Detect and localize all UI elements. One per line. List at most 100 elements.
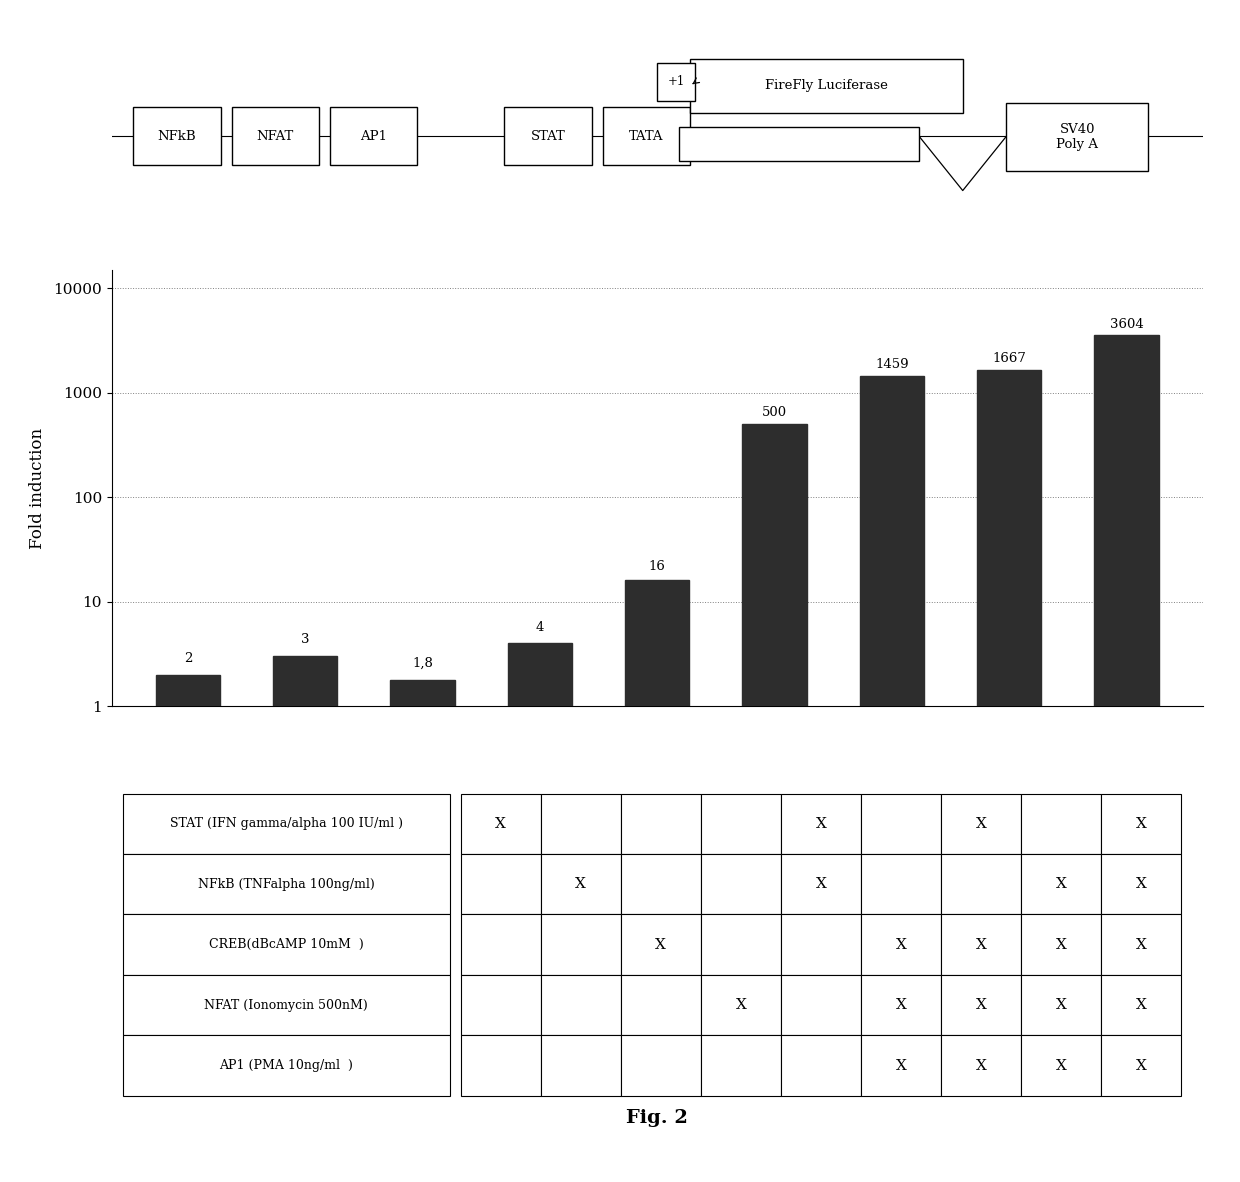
Text: 4: 4 (536, 622, 544, 635)
Bar (123, 975, 450, 1035)
Bar (625, 580, 689, 1182)
Bar (123, 853, 450, 915)
Text: X: X (1055, 999, 1066, 1012)
Bar (1007, 103, 1148, 171)
Text: X: X (1136, 1059, 1147, 1073)
Bar (861, 853, 941, 915)
Text: AP1 (PMA 10ng/ml  ): AP1 (PMA 10ng/ml ) (219, 1059, 353, 1072)
Bar (701, 793, 781, 853)
Bar (861, 915, 941, 975)
Bar (781, 975, 861, 1035)
Bar (1101, 1035, 1180, 1096)
Text: X: X (575, 877, 587, 891)
Text: X: X (1055, 1059, 1066, 1073)
Bar (941, 853, 1021, 915)
Text: 16: 16 (649, 560, 666, 573)
Text: NFAT: NFAT (257, 130, 294, 143)
Bar (541, 915, 621, 975)
Bar (1101, 853, 1180, 915)
Bar (505, 108, 591, 165)
Text: STAT (IFN gamma/alpha 100 IU/ml ): STAT (IFN gamma/alpha 100 IU/ml ) (170, 817, 403, 830)
Text: AP1: AP1 (360, 130, 387, 143)
Bar (1094, 335, 1159, 1182)
Text: Fig. 2: Fig. 2 (626, 1109, 688, 1126)
Bar (1021, 975, 1101, 1035)
Text: NFAT (Ionomycin 500nM): NFAT (Ionomycin 500nM) (205, 999, 368, 1012)
Text: X: X (495, 817, 506, 831)
Text: +1: +1 (667, 76, 684, 89)
Bar (273, 656, 337, 1182)
Text: NFkB: NFkB (157, 130, 196, 143)
Bar (1021, 915, 1101, 975)
Text: 1459: 1459 (875, 358, 909, 371)
Bar (977, 370, 1042, 1182)
Bar (689, 59, 962, 113)
Text: STAT: STAT (531, 130, 565, 143)
Bar (781, 1035, 861, 1096)
Text: 2: 2 (184, 651, 192, 664)
Text: CREB(dBcAMP 10mM  ): CREB(dBcAMP 10mM ) (208, 939, 363, 952)
Text: X: X (895, 999, 906, 1012)
Bar (941, 1035, 1021, 1096)
Text: TATA: TATA (629, 130, 663, 143)
Bar (134, 108, 221, 165)
Text: X: X (1136, 817, 1147, 831)
Bar (232, 108, 319, 165)
Bar (701, 915, 781, 975)
Bar (941, 975, 1021, 1035)
Bar (541, 853, 621, 915)
Text: 3604: 3604 (1110, 318, 1143, 331)
Bar (123, 793, 450, 853)
Bar (461, 915, 541, 975)
Bar (541, 975, 621, 1035)
Bar (1101, 915, 1180, 975)
Bar (657, 63, 696, 102)
Text: SV40
Poly A: SV40 Poly A (1056, 123, 1099, 151)
Bar (621, 1035, 701, 1096)
Bar (507, 643, 572, 1182)
Bar (541, 793, 621, 853)
Text: 1,8: 1,8 (412, 656, 433, 669)
Text: 1667: 1667 (992, 352, 1027, 365)
Bar (701, 853, 781, 915)
Bar (123, 915, 450, 975)
Bar (461, 793, 541, 853)
Bar (621, 853, 701, 915)
Bar (680, 126, 919, 162)
Text: X: X (1136, 877, 1147, 891)
Bar (330, 108, 417, 165)
Text: X: X (816, 817, 826, 831)
Bar (391, 680, 455, 1182)
Bar (701, 975, 781, 1035)
Text: X: X (895, 937, 906, 952)
Bar (1101, 793, 1180, 853)
Text: NFkB (TNFalpha 100ng/ml): NFkB (TNFalpha 100ng/ml) (198, 878, 374, 891)
Bar (155, 675, 221, 1182)
Bar (701, 1035, 781, 1096)
Text: X: X (976, 817, 986, 831)
Text: X: X (895, 1059, 906, 1073)
Text: X: X (656, 937, 666, 952)
Text: X: X (1136, 937, 1147, 952)
Y-axis label: Fold induction: Fold induction (30, 428, 46, 548)
Bar (941, 915, 1021, 975)
Bar (621, 975, 701, 1035)
Bar (781, 915, 861, 975)
Bar (461, 975, 541, 1035)
Bar (1101, 975, 1180, 1035)
Bar (621, 793, 701, 853)
Bar (621, 915, 701, 975)
Bar (603, 108, 689, 165)
Bar (541, 1035, 621, 1096)
Bar (861, 793, 941, 853)
Bar (123, 1035, 450, 1096)
Bar (861, 1035, 941, 1096)
Text: FireFly Luciferase: FireFly Luciferase (765, 79, 888, 92)
Bar (781, 853, 861, 915)
Text: X: X (1055, 877, 1066, 891)
Bar (781, 793, 861, 853)
Text: X: X (816, 877, 826, 891)
Bar (1021, 1035, 1101, 1096)
Text: 500: 500 (761, 407, 787, 420)
Text: X: X (976, 1059, 986, 1073)
